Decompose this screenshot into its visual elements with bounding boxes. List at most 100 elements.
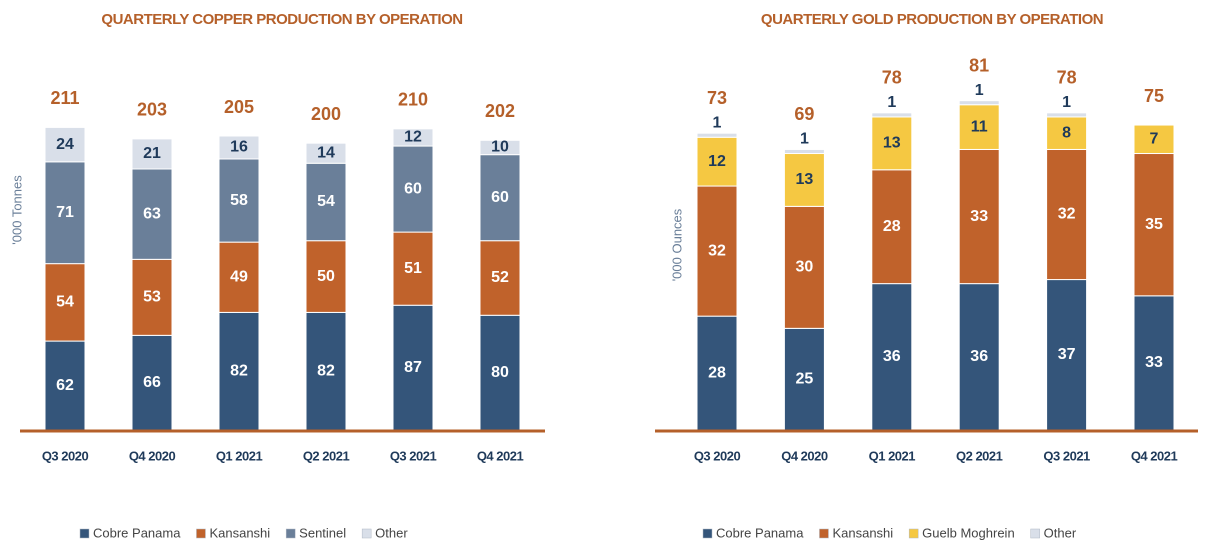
segment-label: 37 [1058, 346, 1076, 363]
segment-label: 10 [491, 139, 509, 156]
segment-label: 35 [1145, 216, 1163, 233]
total-label: 75 [1144, 86, 1164, 106]
bar-segment [305, 142, 347, 164]
segment-label: 1 [1062, 94, 1071, 111]
segment-label: 1 [975, 82, 984, 99]
x-tick-label: Q1 2021 [216, 448, 263, 463]
segment-label: 1 [887, 94, 896, 111]
bar-segment [218, 135, 260, 160]
segment-label: 25 [796, 370, 814, 387]
bar-segment [44, 340, 86, 431]
segment-label: 87 [404, 359, 422, 376]
legend-label: Cobre Panama [716, 525, 804, 540]
legend-swatch [908, 528, 919, 539]
segment-label: 49 [230, 268, 248, 285]
bar-segment [783, 153, 825, 207]
legend-swatch [285, 528, 296, 539]
segment-label: 30 [796, 259, 814, 276]
legend-label: Guelb Moghrein [922, 525, 1015, 540]
bar-segment [871, 283, 913, 431]
segment-label: 82 [230, 362, 248, 379]
bar-segment [783, 205, 825, 329]
x-tick-label: Q2 2021 [956, 448, 1003, 463]
x-tick-label: Q3 2021 [390, 448, 437, 463]
x-tick-label: Q4 2021 [477, 448, 524, 463]
x-tick-label: Q4 2020 [129, 448, 176, 463]
legend-label: Sentinel [299, 525, 346, 540]
chart-title: QUARTERLY GOLD PRODUCTION BY OPERATION [761, 11, 1103, 28]
legend-label: Other [375, 525, 408, 540]
y-axis-label: '000 Ounces [669, 208, 684, 281]
bar-segment [479, 240, 521, 316]
segment-label: 60 [491, 189, 509, 206]
x-tick-label: Q3 2021 [1043, 448, 1090, 463]
segment-label: 36 [883, 348, 901, 365]
segment-label: 33 [970, 208, 988, 225]
total-label: 69 [794, 104, 814, 124]
segment-label: 16 [230, 139, 248, 156]
segment-label: 33 [1145, 354, 1163, 371]
bar-segment [958, 104, 1000, 150]
bar-segment [1046, 116, 1088, 150]
chart-title: QUARTERLY COPPER PRODUCTION BY OPERATION [101, 11, 462, 28]
bar-segment [696, 185, 738, 317]
segment-label: 32 [1058, 206, 1076, 223]
bar-segment [1046, 279, 1088, 431]
segment-label: 13 [883, 135, 901, 152]
segment-label: 11 [971, 118, 988, 135]
bar-segment [44, 263, 86, 342]
bar-segment [1133, 124, 1175, 155]
segment-label: 62 [56, 377, 74, 394]
segment-label: 28 [708, 364, 726, 381]
segment-label: 8 [1062, 124, 1071, 141]
bar-segment [479, 139, 521, 156]
bar-segment [479, 154, 521, 242]
segment-label: 7 [1150, 131, 1159, 148]
y-axis-label: '000 Tonnes [9, 175, 24, 245]
bar-segment [696, 132, 738, 138]
total-label: 202 [485, 101, 515, 121]
legend-swatch [819, 528, 829, 539]
bar-segment [305, 311, 347, 431]
total-label: 81 [969, 55, 989, 75]
bar-segment [392, 128, 434, 147]
bar-segment [44, 126, 86, 163]
segment-label: 28 [883, 218, 901, 235]
segment-label: 1 [713, 114, 722, 131]
segment-label: 52 [491, 269, 509, 286]
total-label: 210 [398, 90, 428, 110]
bar-segment [131, 258, 173, 336]
bar-segment [958, 148, 1000, 285]
bar-segment [1046, 112, 1088, 118]
legend-label: Cobre Panama [93, 525, 181, 540]
bar-segment [871, 112, 913, 118]
bar-segment [871, 116, 913, 171]
legend-label: Kansanshi [832, 525, 893, 540]
legend-swatch [79, 528, 90, 539]
segment-label: 21 [143, 145, 161, 162]
bar-segment [783, 148, 825, 155]
x-tick-label: Q4 2021 [1131, 448, 1178, 463]
segment-label: 1 [800, 131, 809, 148]
x-tick-label: Q1 2021 [869, 448, 916, 463]
segment-label: 66 [143, 374, 161, 391]
segment-label: 53 [143, 289, 161, 306]
total-label: 211 [50, 88, 79, 108]
bar-segment [392, 304, 434, 431]
bar-segment [696, 136, 738, 187]
bar-segment [479, 314, 521, 431]
bar-segment [392, 145, 434, 233]
bar-segment [958, 100, 1000, 106]
legend-swatch [361, 528, 372, 539]
segment-label: 51 [404, 260, 422, 277]
segment-label: 14 [317, 144, 335, 161]
legend-swatch [1030, 528, 1040, 539]
bar-segment [783, 327, 825, 431]
segment-label: 12 [708, 153, 726, 170]
x-tick-label: Q4 2020 [781, 448, 828, 463]
segment-label: 63 [143, 205, 161, 222]
segment-label: 60 [404, 180, 422, 197]
legend-label: Other [1044, 525, 1077, 540]
segment-label: 50 [317, 268, 335, 285]
